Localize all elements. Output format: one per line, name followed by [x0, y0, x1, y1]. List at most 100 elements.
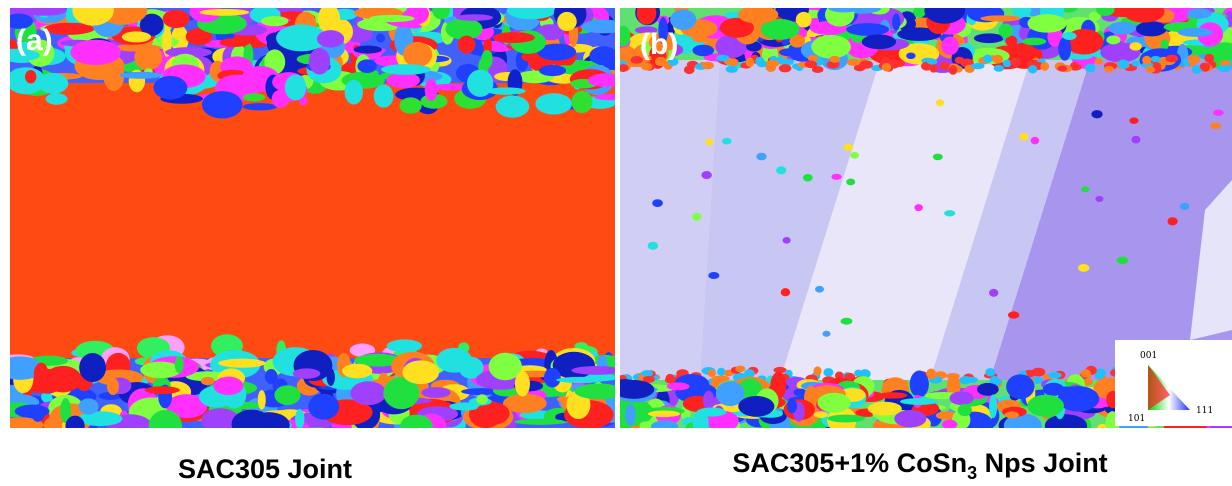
grain — [1040, 62, 1049, 71]
grain — [999, 23, 1013, 37]
grain — [846, 179, 855, 186]
grain — [467, 70, 493, 97]
grain — [652, 199, 663, 207]
grain — [354, 46, 382, 54]
ipf-key: 001 101 111 — [1115, 340, 1232, 426]
grain — [295, 409, 304, 429]
grain — [766, 60, 779, 67]
grain — [738, 6, 778, 24]
grain — [153, 76, 187, 100]
grain — [989, 394, 997, 418]
grain — [149, 410, 182, 441]
grain — [350, 381, 386, 405]
grain — [814, 366, 822, 375]
grain — [985, 368, 995, 376]
key-label: 111 — [1196, 406, 1213, 416]
grain — [432, 1, 450, 20]
grain — [936, 99, 944, 106]
grain — [399, 97, 421, 113]
grain — [1167, 217, 1177, 225]
grain — [1022, 38, 1046, 46]
grain — [705, 139, 714, 146]
grain — [503, 394, 547, 413]
grain — [1058, 37, 1071, 61]
grain — [481, 50, 492, 69]
grain — [746, 58, 754, 67]
grain — [892, 13, 900, 30]
grain — [535, 93, 572, 114]
grain — [949, 391, 973, 405]
grain — [175, 356, 184, 373]
grain — [1165, 55, 1178, 62]
grain — [507, 2, 556, 20]
grain — [895, 60, 905, 67]
grain — [815, 286, 824, 293]
grain — [927, 59, 937, 65]
grain — [317, 30, 344, 47]
grain — [425, 79, 438, 101]
grain — [387, 339, 423, 352]
grain — [829, 56, 840, 63]
grain — [1129, 117, 1138, 124]
grain — [1180, 203, 1190, 210]
grain — [1095, 196, 1103, 202]
grain — [1045, 414, 1087, 437]
grain — [779, 48, 803, 56]
grain — [1117, 59, 1129, 68]
grain — [850, 152, 859, 159]
grain — [1106, 35, 1120, 44]
grain — [345, 80, 363, 105]
grain — [868, 402, 902, 416]
grain — [34, 363, 49, 387]
grain — [841, 318, 853, 325]
grain — [625, 404, 636, 426]
key-label: 101 — [1128, 414, 1145, 424]
grain — [1142, 56, 1151, 65]
grain — [613, 380, 654, 399]
grain — [327, 368, 335, 386]
grain — [1008, 311, 1019, 318]
grain — [145, 386, 180, 394]
grain — [781, 288, 790, 296]
grain — [515, 419, 566, 425]
grain — [823, 368, 833, 376]
grain — [493, 32, 535, 43]
grain — [939, 62, 949, 70]
grain — [637, 1, 657, 24]
grain — [971, 63, 984, 69]
grain — [716, 55, 729, 62]
grain — [717, 368, 725, 376]
grain — [1108, 22, 1136, 35]
panel-a — [0, 0, 632, 443]
grain — [1123, 1, 1164, 23]
grain — [376, 33, 385, 42]
grain — [722, 138, 732, 145]
grain — [243, 103, 277, 110]
grain — [616, 26, 630, 47]
grain — [958, 404, 972, 416]
grain — [779, 64, 792, 72]
grain — [949, 65, 958, 75]
grain — [46, 93, 68, 105]
grain — [1006, 374, 1034, 399]
grain — [900, 398, 938, 405]
grain — [79, 353, 106, 382]
grain — [381, 64, 431, 75]
grain — [641, 63, 652, 70]
grain — [1019, 133, 1028, 141]
grain — [515, 371, 530, 397]
grain — [744, 369, 755, 378]
grain — [1201, 64, 1210, 71]
grain — [829, 5, 861, 13]
grain — [805, 61, 817, 69]
grain — [755, 57, 764, 66]
grain — [708, 272, 719, 279]
grain — [1132, 61, 1140, 67]
caption: SAC305+1% CoSn3 Nps Joint — [732, 448, 1107, 483]
grain — [827, 415, 865, 423]
grain — [667, 382, 690, 390]
grain — [1129, 42, 1141, 51]
grain — [854, 370, 862, 377]
grain — [703, 391, 714, 411]
grain — [38, 73, 68, 94]
